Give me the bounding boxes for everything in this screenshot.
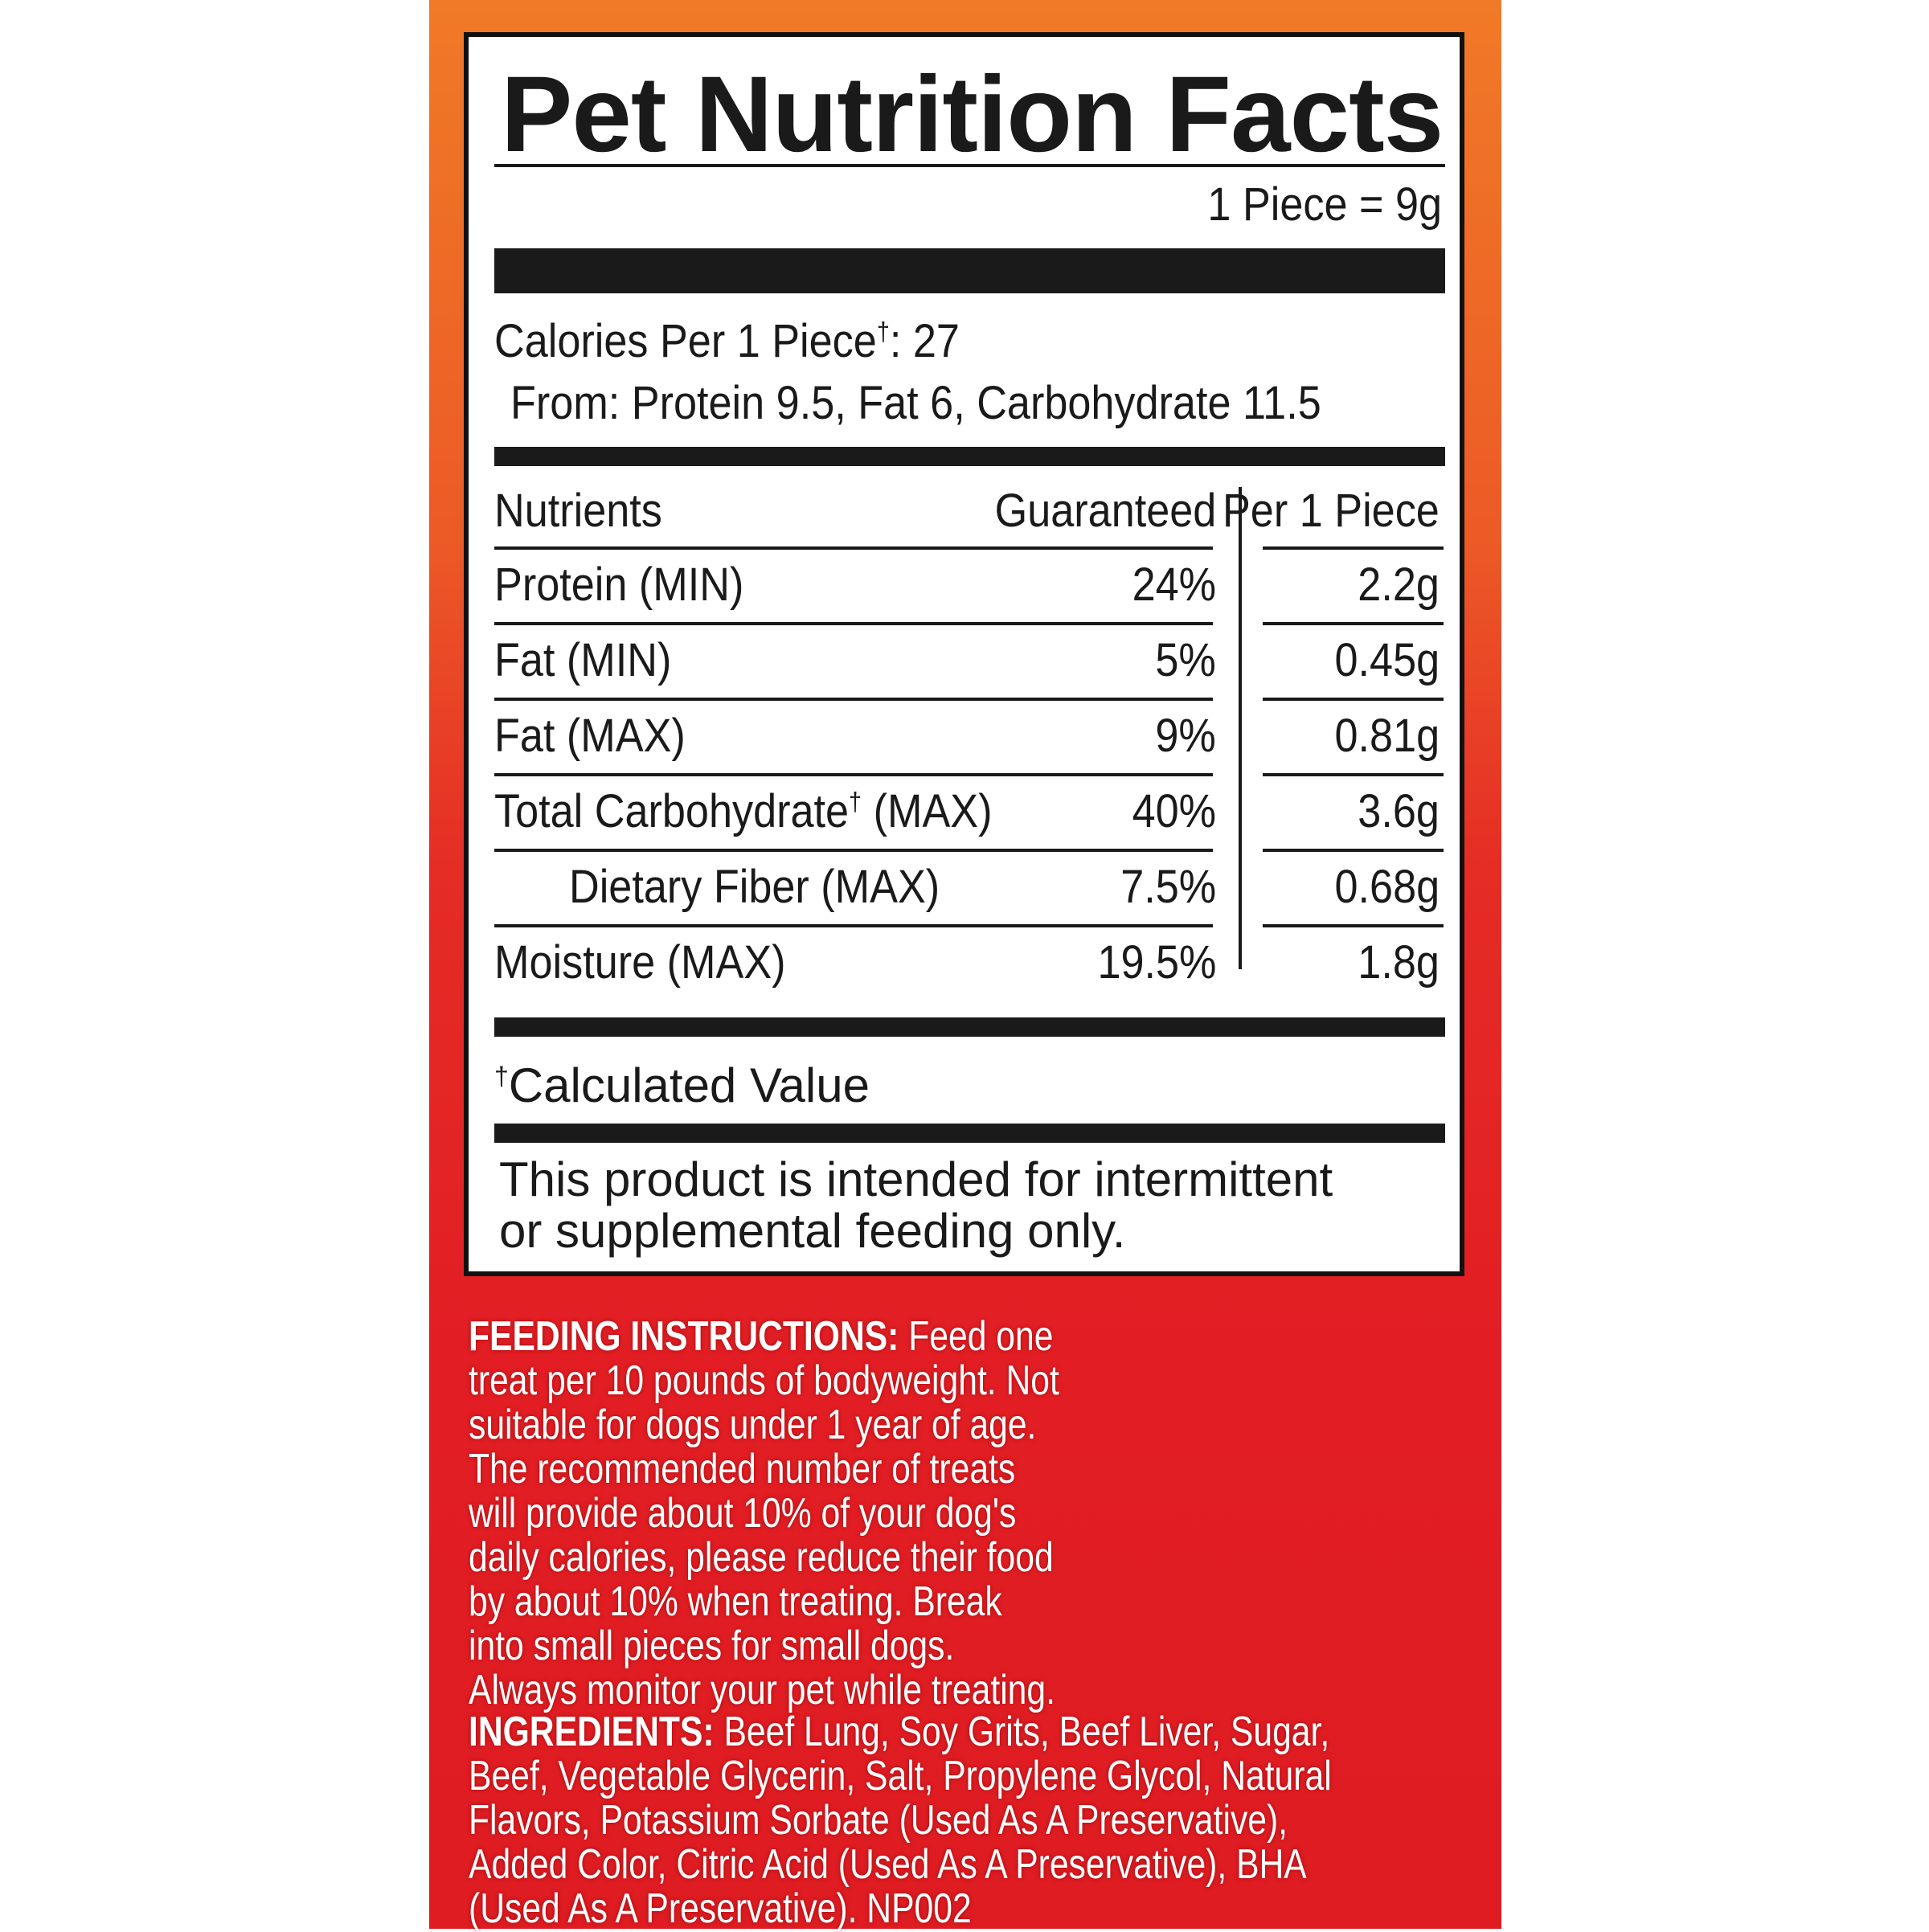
row-rule [1263, 773, 1444, 776]
row-rule [494, 849, 1213, 852]
feeding-text: Feed one treat per 10 pounds of bodyweig… [469, 1313, 1059, 1713]
nutrient-guaranteed: 19.5% [1096, 936, 1216, 989]
nutrient-name: Dietary Fiber (MAX) [569, 861, 940, 913]
nutrient-per-piece: 0.81g [1334, 710, 1440, 762]
nutrient-name: Fat (MIN) [494, 634, 672, 686]
feeding-heading: FEEDING INSTRUCTIONS: [469, 1313, 899, 1360]
feeding-note: This product is intended for intermitten… [499, 1154, 1333, 1257]
nutrient-per-piece: 0.45g [1334, 634, 1440, 686]
nutrition-label: Pet Nutrition Facts 1 Piece = 9g Calorie… [464, 32, 1464, 1276]
ingredients: INGREDIENTS: Beef Lung, Soy Grits, Beef … [469, 1710, 1378, 1931]
nutrient-per-piece: 1.8g [1358, 936, 1440, 989]
row-rule [1263, 622, 1444, 625]
calories-from: From: Protein 9.5, Fat 6, Carbohydrate 1… [510, 377, 1321, 429]
column-divider [1239, 487, 1242, 969]
note-line: This product is intended for intermitten… [499, 1152, 1333, 1206]
thick-rule-3 [494, 1017, 1445, 1037]
nutrient-guaranteed: 5% [1155, 634, 1216, 686]
row-rule [1263, 698, 1444, 701]
nutrient-name: Moisture (MAX) [494, 936, 786, 989]
header-per-piece: Per 1 Piece [1223, 485, 1440, 537]
nutrient-name: Total Carbohydrate† (MAX) [494, 785, 993, 837]
row-rule [494, 622, 1213, 625]
row-rule [494, 773, 1213, 776]
row-rule [494, 546, 1213, 550]
row-rule [494, 698, 1213, 701]
thick-rule-4 [494, 1124, 1445, 1143]
footnote: †Calculated Value [494, 1058, 870, 1112]
nutrient-guaranteed: 40% [1132, 785, 1216, 837]
nutrient-per-piece: 0.68g [1334, 861, 1440, 913]
nutrient-per-piece: 2.2g [1358, 559, 1440, 611]
header-guaranteed: Guaranteed [994, 485, 1216, 537]
label-title: Pet Nutrition Facts [501, 55, 1444, 174]
title-rule [494, 164, 1445, 167]
nutrient-per-piece: 3.6g [1358, 785, 1440, 837]
thick-rule-1 [494, 248, 1445, 293]
nutrient-guaranteed: 7.5% [1120, 861, 1216, 913]
nutrient-guaranteed: 9% [1155, 710, 1216, 762]
ingredients-heading: INGREDIENTS: [469, 1709, 715, 1755]
calories-line: Calories Per 1 Piece†: 27 [494, 315, 960, 367]
serving-size: 1 Piece = 9g [1207, 178, 1442, 231]
header-nutrients: Nutrients [494, 485, 662, 537]
row-rule [494, 924, 1213, 927]
row-rule [1263, 924, 1444, 927]
row-rule [1263, 546, 1444, 550]
row-rule [1263, 849, 1444, 852]
ingredients-text: Beef Lung, Soy Grits, Beef Liver, Sugar,… [469, 1709, 1332, 1932]
nutrient-name: Fat (MAX) [494, 710, 686, 762]
nutrient-guaranteed: 24% [1132, 559, 1216, 611]
nutrient-name: Protein (MIN) [494, 559, 744, 611]
note-line: or supplemental feeding only. [499, 1204, 1126, 1258]
thick-rule-2 [494, 447, 1445, 466]
feeding-instructions: FEEDING INSTRUCTIONS: Feed one treat per… [469, 1315, 1062, 1713]
